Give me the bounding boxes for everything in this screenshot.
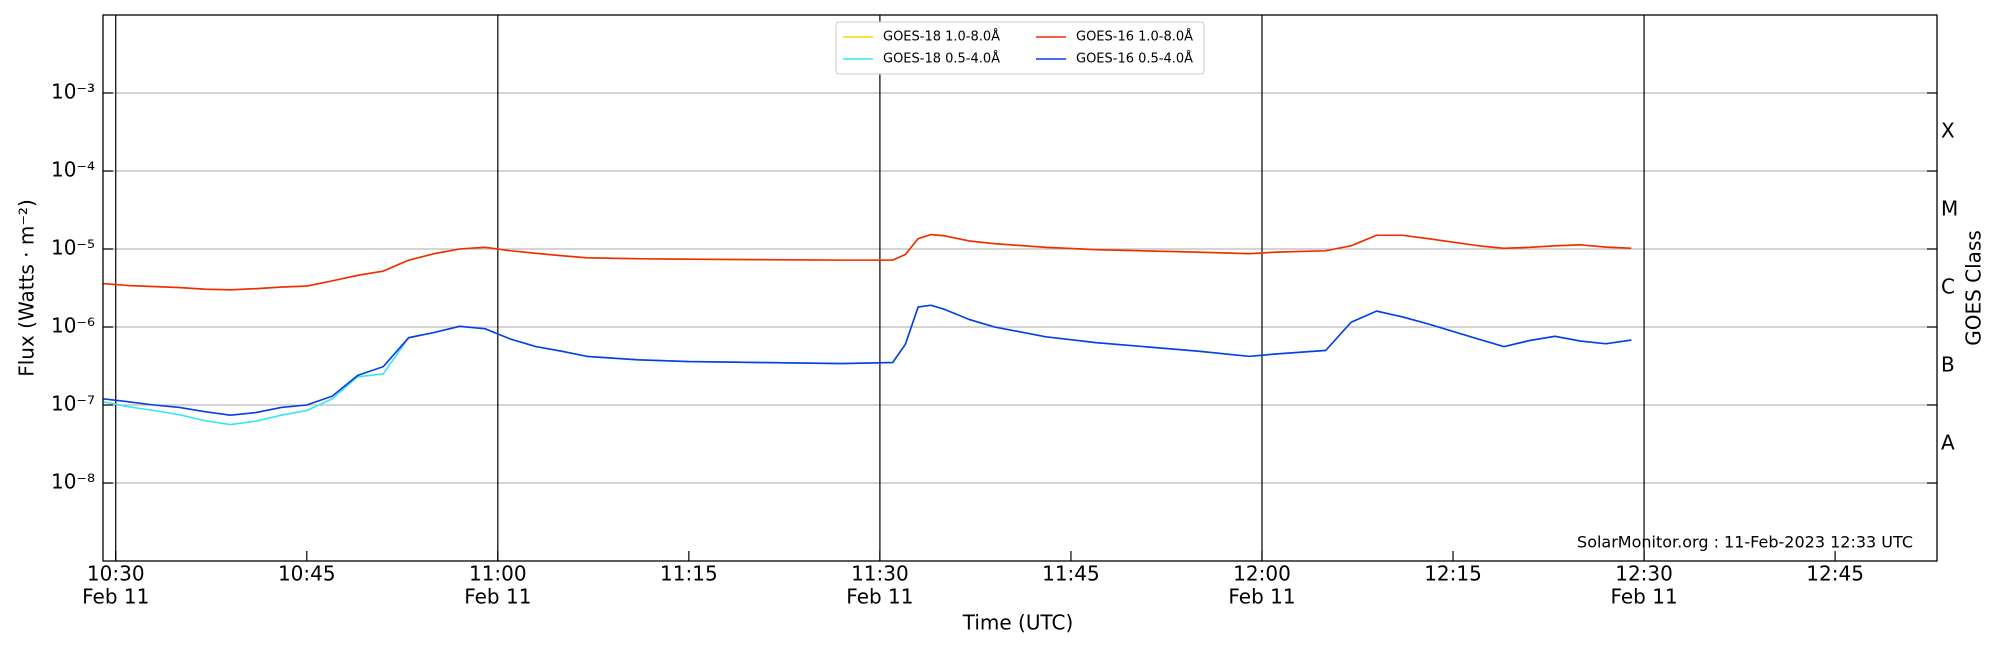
y-tick-label: 10⁻⁶ <box>51 314 95 338</box>
class-label: B <box>1941 353 1955 377</box>
x-axis-label: Time (UTC) <box>962 611 1074 635</box>
x-tick-sublabel: Feb 11 <box>1228 585 1295 609</box>
x-tick-label: 12:00 <box>1233 562 1291 586</box>
x-tick-sublabel: Feb 11 <box>846 585 913 609</box>
legend-box <box>835 21 1205 75</box>
y-tick-label: 10⁻⁵ <box>51 236 95 260</box>
x-tick-label: 11:15 <box>660 562 718 586</box>
x-tick-label: 10:45 <box>278 562 336 586</box>
legend: GOES-18 1.0-8.0Å GOES-18 0.5-4.0Å GOES-16 … <box>835 21 1205 75</box>
class-label: X <box>1941 119 1955 143</box>
x-tick-label: 11:30 <box>851 562 909 586</box>
x-tick-label: 12:15 <box>1424 562 1482 586</box>
y2-axis-label: GOES Class <box>1962 230 1986 346</box>
x-tick-label: 11:00 <box>469 562 527 586</box>
x-tick-label: 11:45 <box>1042 562 1100 586</box>
x-tick-sublabel: Feb 11 <box>1610 585 1677 609</box>
x-tick-label: 10:30 <box>87 562 145 586</box>
class-label: A <box>1941 431 1955 455</box>
y-tick-label: 10⁻⁷ <box>51 392 95 416</box>
x-tick-label: 12:45 <box>1806 562 1864 586</box>
x-tick-sublabel: Feb 11 <box>464 585 531 609</box>
legend-label: GOES-18 0.5-4.0Å <box>883 51 1000 67</box>
legend-label: GOES-16 1.0-8.0Å <box>1076 29 1193 45</box>
annotation: SolarMonitor.org : 11-Feb-2023 12:33 UTC <box>1577 533 1913 552</box>
class-label: C <box>1941 275 1955 299</box>
y-tick-label: 10⁻⁴ <box>51 158 95 182</box>
x-tick-sublabel: Feb 11 <box>82 585 149 609</box>
legend-label: GOES-18 1.0-8.0Å <box>883 29 1000 45</box>
plot-frame <box>102 14 1938 562</box>
class-label: M <box>1941 197 1958 221</box>
y-tick-label: 10⁻⁸ <box>51 470 95 494</box>
series-line <box>102 304 1632 416</box>
series-line <box>102 233 1632 291</box>
legend-label: GOES-16 0.5-4.0Å <box>1076 51 1193 67</box>
y-axis-label: Flux (Watts · m⁻²) <box>15 199 39 377</box>
x-tick-label: 12:30 <box>1615 562 1673 586</box>
y-tick-label: 10⁻³ <box>51 80 95 104</box>
